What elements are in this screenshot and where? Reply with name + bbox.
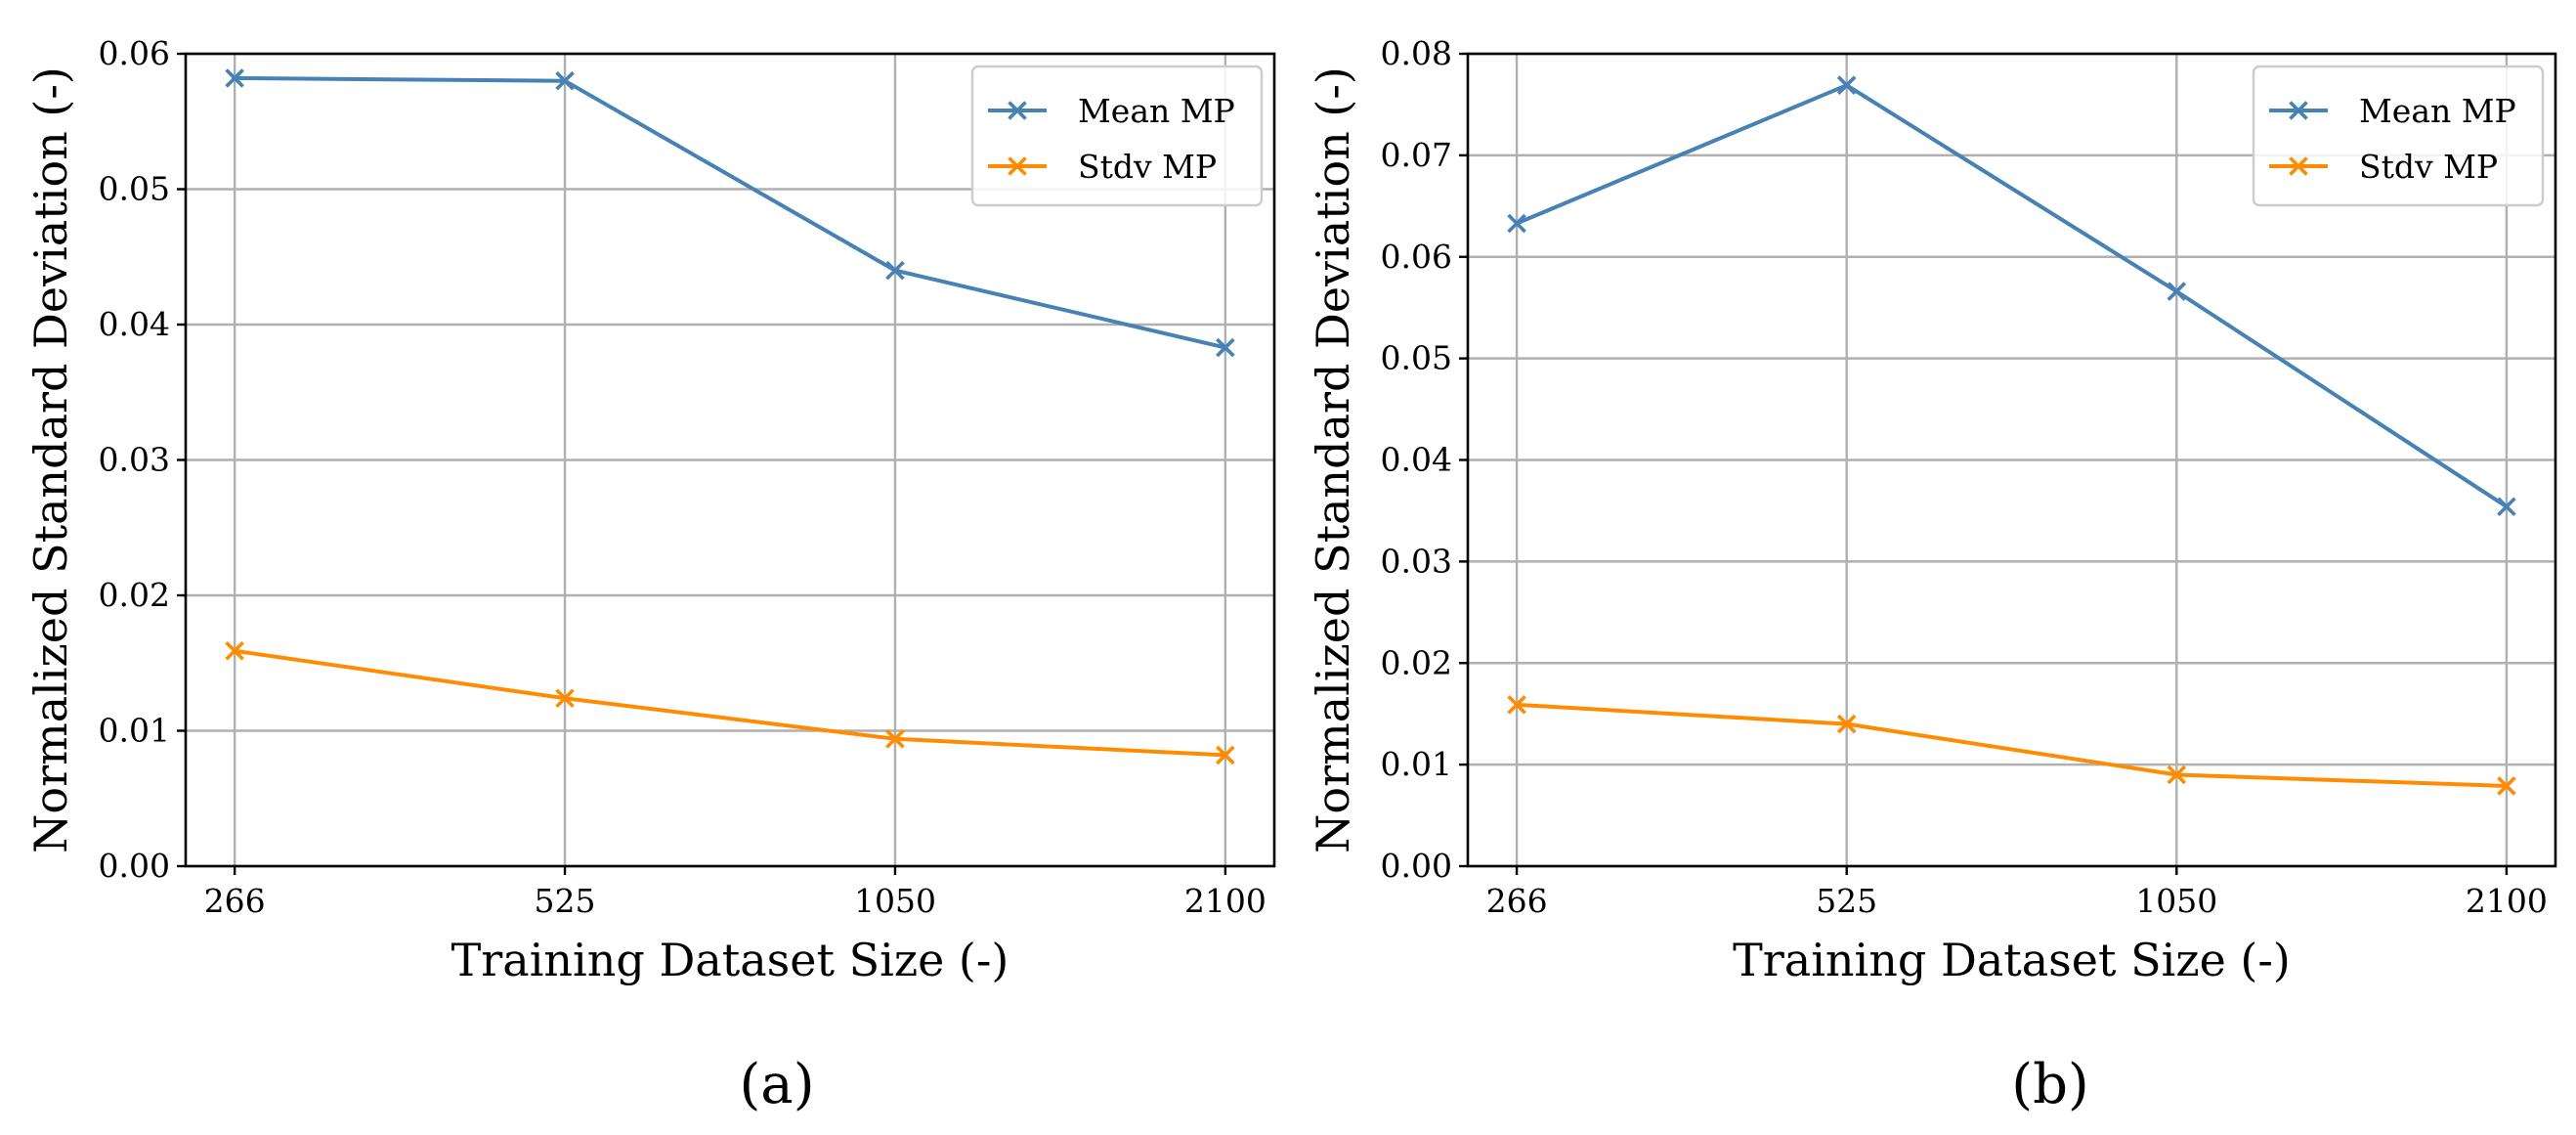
plot-frame [184,52,1276,868]
y-tick-label: 0.05 [99,170,170,208]
y-tick-label: 0.00 [1381,847,1452,885]
series-line-stdv-mp [1516,702,2507,788]
data-point-marker-stroke-2 [225,641,244,661]
data-point-marker [2497,776,2516,796]
y-tick-label: 0.05 [1381,339,1452,377]
x-axis-label: Training Dataset Size (-) [451,934,1009,986]
x-tick-label: 2100 [1184,882,1267,920]
y-tick-label: 0.08 [1381,34,1452,72]
data-point-marker [2167,764,2187,785]
data-point-marker [2167,282,2187,301]
legend-marker [1008,156,1027,176]
data-point-marker [555,70,575,91]
data-point-marker [1216,337,1235,358]
data-point-marker [1836,714,1857,734]
x-tick-label: 1050 [854,882,936,920]
data-point-marker [885,729,905,749]
data-point-marker-stroke-2 [885,729,905,749]
y-tick-label: 0.04 [99,305,170,343]
data-point-marker-stroke-2 [1507,213,1526,234]
data-point-marker-stroke-2 [555,688,575,709]
data-point-marker-stroke-2 [2167,764,2187,785]
y-tick-label: 0.01 [1381,745,1452,783]
data-point-marker [555,688,575,709]
data-point-marker [1507,695,1526,715]
x-tick-label: 525 [535,882,596,920]
legend-box [970,65,1264,207]
x-tick-label: 1050 [2135,882,2217,920]
legend: Mean MP Stdv MP [970,65,1264,207]
y-tick-label: 0.04 [1381,441,1452,479]
series-line-stdv-mp [234,648,1225,758]
data-point-marker-stroke-2 [1216,337,1235,358]
series-line-mean-mp [235,75,1226,350]
legend: Mean MP Stdv MP [2252,65,2545,207]
data-point-marker-stroke-2 [555,70,575,91]
x-axis-label: Training Dataset Size (-) [1733,934,2291,986]
data-point-marker-stroke-2 [1836,75,1857,95]
y-tick-label: 0.03 [99,441,170,479]
legend-marker-stroke-2 [1008,156,1027,176]
data-point-marker-stroke-2 [2167,282,2187,301]
legend-label: Mean MP [1078,92,1235,130]
data-point-marker [2497,497,2516,517]
chart-panel-a: 0.00 0.01 0.02 0.03 0.04 0.05 0.06 266 525 1050 21… [24,34,1276,1116]
x-tick-label: 266 [204,882,266,920]
series-line-mean-mp [1516,83,2509,508]
data-point-marker [1836,75,1857,95]
x-tick-label: 2100 [2466,882,2548,920]
legend-marker [2289,156,2308,176]
legend-marker-stroke-2 [2289,156,2308,176]
legend-marker-stroke-2 [1008,101,1027,120]
y-axis-label: Normalized Standard Deviation (-) [24,66,77,853]
panel-caption: (b) [2011,1053,2089,1116]
data-point-marker [1507,213,1526,234]
y-tick-label: 0.07 [1381,136,1452,174]
plot-frame [1466,52,2557,868]
y-tick-label: 0.01 [99,712,170,750]
legend-marker [2289,101,2308,120]
data-point-marker-stroke-2 [2497,776,2516,796]
data-point-marker [885,260,905,281]
y-tick-label: 0.00 [99,847,170,885]
data-point-marker-stroke-2 [1216,745,1235,765]
data-point-marker [1216,745,1235,765]
y-tick-label: 0.02 [1381,643,1452,681]
x-tick-label: 525 [1816,882,1877,920]
legend-label: Stdv MP [1078,148,1217,186]
legend-label: Stdv MP [2359,148,2498,186]
legend-label: Mean MP [2359,92,2516,130]
y-tick-label: 0.06 [1381,238,1452,276]
data-point-marker-stroke-2 [1836,714,1857,734]
legend-marker [1008,101,1027,120]
y-tick-label: 0.06 [99,34,170,72]
y-tick-label: 0.03 [1381,542,1452,580]
data-point-marker-stroke-2 [885,260,905,281]
data-point-marker-stroke-2 [2497,497,2516,517]
x-tick-label: 266 [1486,882,1548,920]
chart-panel-b: 0.00 0.01 0.02 0.03 0.04 0.05 0.06 0.07 0.08 266 5… [1307,34,2557,1116]
legend-marker-stroke-2 [2289,101,2308,120]
y-tick-label: 0.02 [99,576,170,614]
panel-caption: (a) [739,1053,814,1116]
y-axis-label: Normalized Standard Deviation (-) [1307,66,1359,853]
data-point-marker-stroke-2 [225,68,244,88]
data-point-marker [225,68,244,88]
data-point-marker-stroke-2 [1507,695,1526,715]
legend-box [2252,65,2545,207]
data-point-marker [225,641,244,661]
